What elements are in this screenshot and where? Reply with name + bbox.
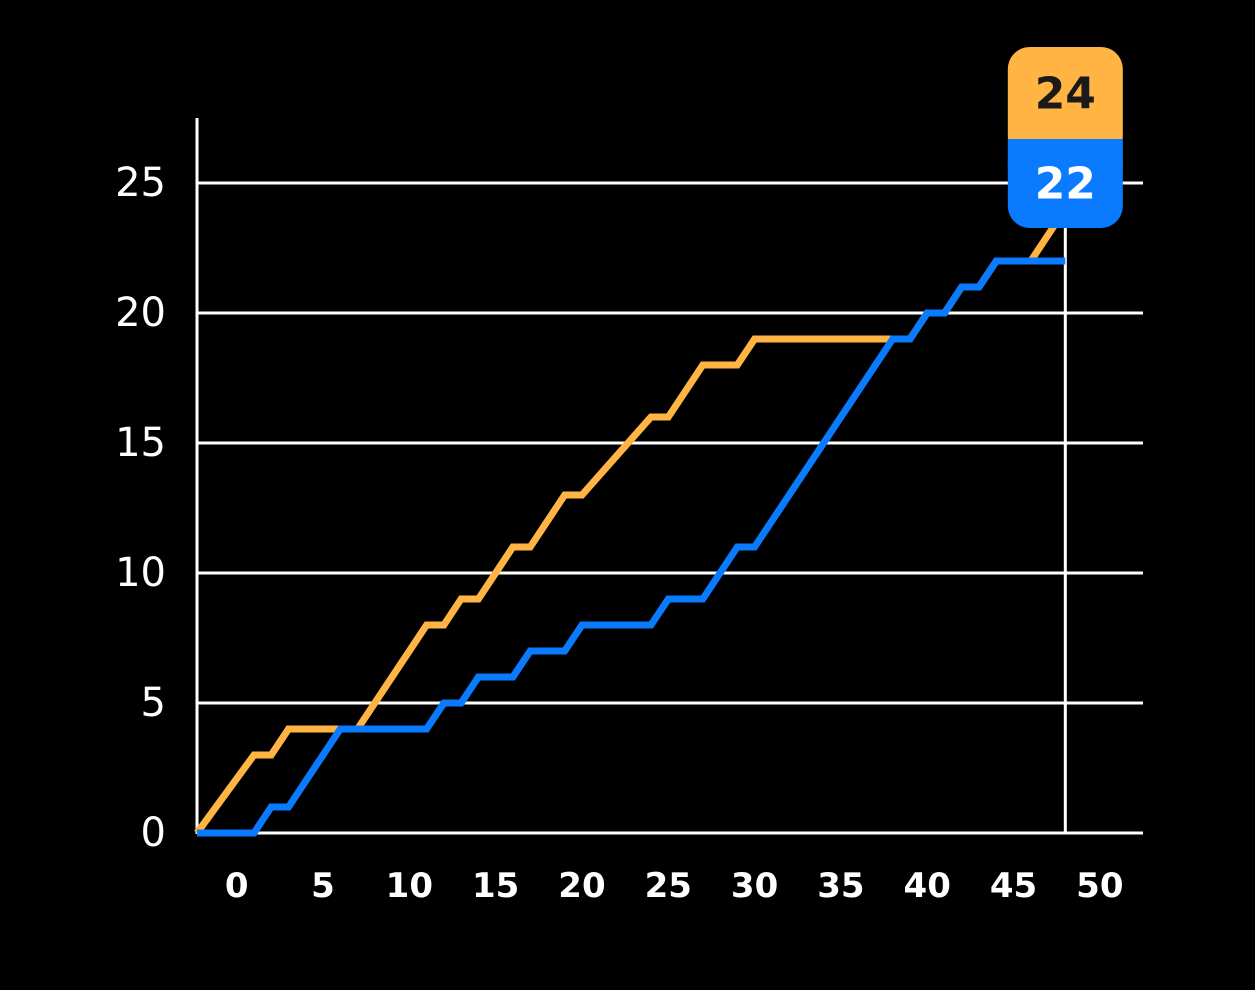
series-line-b	[197, 257, 1066, 837]
series-a-value-badge	[1007, 47, 1123, 159]
x-tick-label: 35	[817, 866, 864, 906]
y-tick-label: 15	[115, 420, 166, 466]
series-b-badge-top-edge	[1007, 139, 1123, 169]
series-b-value: 22	[1035, 159, 1096, 210]
x-tick-label: 25	[645, 866, 692, 906]
x-tick-label: 10	[386, 866, 433, 906]
x-tick-label: 40	[904, 866, 951, 906]
x-tick-label: 0	[225, 866, 249, 906]
x-tick-label: 15	[472, 866, 519, 906]
y-tick-label: 10	[115, 550, 166, 596]
y-tick-label: 20	[115, 290, 166, 336]
y-tick-label: 5	[141, 680, 166, 726]
grid-lines	[197, 181, 1143, 835]
x-tick-label: 45	[990, 866, 1037, 906]
series-a-value: 24	[1035, 69, 1096, 120]
series-line-a	[194, 207, 1069, 836]
x-tick-label: 5	[311, 866, 335, 906]
value-tooltip: 24 22	[1007, 47, 1123, 228]
x-tick-label: 20	[558, 866, 605, 906]
x-tick-label: 30	[731, 866, 778, 906]
x-axis-ticks: 0 5 10 15 20 25 30 35 40 45 50	[225, 866, 1124, 906]
series-lines	[194, 207, 1069, 837]
y-tick-label: 25	[115, 160, 166, 206]
y-tick-label: 0	[141, 810, 166, 856]
x-tick-label: 50	[1076, 866, 1123, 906]
y-axis-ticks: 0 5 10 15 20 25	[115, 160, 166, 856]
